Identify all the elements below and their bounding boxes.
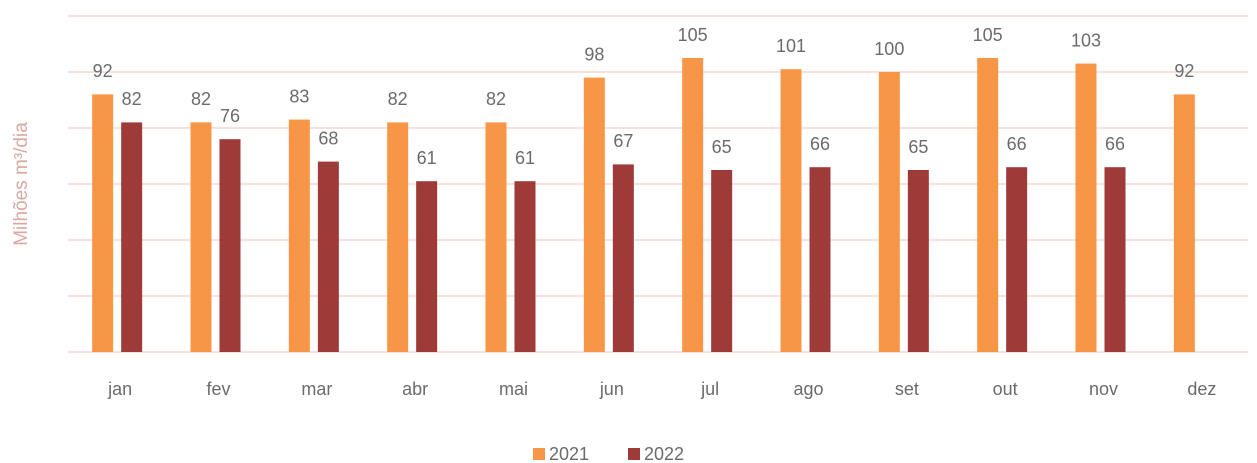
- data-label: 101: [776, 36, 806, 56]
- data-label: 92: [93, 61, 113, 81]
- bar: [977, 58, 999, 352]
- legend-swatch: [533, 448, 545, 460]
- bar: [92, 94, 114, 353]
- data-label: 66: [1007, 134, 1027, 154]
- bar: [1006, 167, 1028, 352]
- bar: [711, 170, 733, 352]
- x-tick-label: jun: [599, 379, 624, 399]
- bar: [1075, 63, 1097, 352]
- bar: [288, 119, 310, 352]
- data-label: 103: [1071, 30, 1101, 50]
- bar: [809, 167, 831, 352]
- bar: [219, 139, 241, 352]
- bar: [514, 181, 536, 352]
- data-label: 65: [712, 137, 732, 157]
- data-label: 83: [289, 86, 309, 106]
- x-tick-label: jul: [700, 379, 719, 399]
- bar: [317, 161, 339, 352]
- bar: [682, 58, 704, 352]
- bar: [583, 77, 605, 352]
- x-tick-label: jan: [107, 379, 132, 399]
- data-label: 66: [1105, 134, 1125, 154]
- legend-label: 2021: [549, 444, 589, 463]
- data-label: 100: [874, 39, 904, 59]
- bar: [780, 69, 802, 352]
- data-label: 82: [122, 89, 142, 109]
- bar: [1104, 167, 1126, 352]
- x-tick-label: abr: [402, 379, 428, 399]
- x-tick-label: dez: [1187, 379, 1216, 399]
- bar: [387, 122, 409, 353]
- data-label: 82: [388, 89, 408, 109]
- x-tick-label: mar: [301, 379, 332, 399]
- x-tick-label: ago: [793, 379, 823, 399]
- data-label: 67: [613, 131, 633, 151]
- bar: [121, 122, 143, 353]
- bar: [190, 122, 212, 353]
- data-label: 105: [973, 25, 1003, 45]
- y-axis-label: Milhões m³/dia: [11, 122, 32, 246]
- data-label: 68: [318, 128, 338, 148]
- data-label: 61: [515, 148, 535, 168]
- bar: [878, 72, 900, 352]
- data-label: 92: [1174, 61, 1194, 81]
- legend-label: 2022: [644, 444, 684, 463]
- data-label: 76: [220, 106, 240, 126]
- data-label: 98: [584, 44, 604, 64]
- bar: [416, 181, 438, 352]
- x-tick-label: out: [993, 379, 1018, 399]
- x-tick-label: mai: [499, 379, 528, 399]
- data-label: 61: [417, 148, 437, 168]
- data-label: 105: [678, 25, 708, 45]
- data-label: 82: [191, 89, 211, 109]
- bar: [1173, 94, 1195, 353]
- bar: [612, 164, 634, 352]
- legend-swatch: [628, 448, 640, 460]
- data-label: 66: [810, 134, 830, 154]
- bar: [907, 170, 929, 352]
- x-tick-label: fev: [206, 379, 230, 399]
- data-label: 65: [908, 137, 928, 157]
- bar: [485, 122, 507, 353]
- x-tick-label: nov: [1089, 379, 1118, 399]
- x-tick-label: set: [895, 379, 919, 399]
- data-label: 82: [486, 89, 506, 109]
